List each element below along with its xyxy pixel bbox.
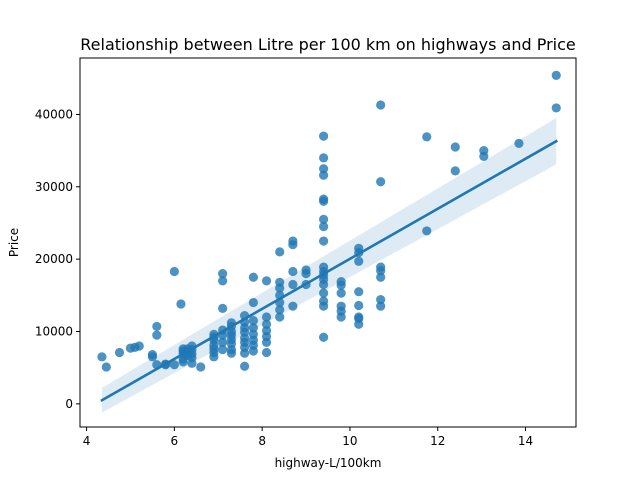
y-tick-label: 20000 [35, 252, 73, 266]
data-point [275, 247, 285, 257]
data-point [354, 243, 364, 253]
data-point [275, 312, 285, 322]
data-point [354, 312, 364, 322]
regression-line [100, 139, 559, 403]
y-tick-label: 10000 [35, 324, 73, 338]
data-point [354, 256, 364, 266]
data-point [248, 329, 258, 339]
data-point [450, 142, 460, 152]
y-tick-label: 0 [65, 397, 73, 411]
data-point [319, 153, 329, 163]
data-point [319, 170, 329, 180]
data-point [261, 347, 272, 358]
data-point [422, 226, 432, 236]
x-tick-label: 4 [83, 434, 91, 448]
x-tick-label: 6 [171, 434, 179, 448]
data-point [319, 214, 329, 224]
x-axis-ticks: 4 6 8 10 12 14 [83, 427, 533, 448]
y-axis-ticks: 0 10000 20000 30000 40000 [35, 107, 80, 411]
x-tick-label: 14 [518, 434, 533, 448]
data-point [218, 337, 228, 347]
data-point [261, 319, 272, 329]
data-point [196, 362, 206, 372]
data-point [261, 312, 272, 322]
data-point [176, 299, 186, 309]
data-point [101, 362, 111, 372]
data-point [479, 146, 489, 156]
data-point [319, 332, 329, 342]
data-point [169, 266, 179, 277]
axes-frame [79, 57, 577, 428]
data-point [248, 323, 258, 333]
plot-area [79, 57, 577, 428]
data-point [319, 296, 329, 306]
data-point [336, 276, 346, 287]
y-tick-label: 30000 [35, 180, 73, 194]
data-point [319, 131, 329, 141]
data-point [134, 341, 144, 351]
data-point [354, 300, 364, 311]
data-point [354, 287, 364, 297]
data-point [319, 288, 329, 298]
x-tick-label: 8 [258, 434, 266, 448]
data-point [422, 132, 432, 142]
data-point [376, 177, 386, 187]
data-point [319, 194, 329, 204]
data-point [218, 303, 228, 313]
data-point [376, 272, 386, 282]
data-point [551, 70, 561, 80]
data-point [336, 301, 346, 311]
data-point [218, 269, 228, 279]
data-point [319, 164, 329, 174]
x-tick-label: 12 [430, 434, 445, 448]
data-point [319, 221, 329, 232]
data-point [114, 347, 125, 358]
data-point [261, 326, 272, 336]
data-point [248, 297, 258, 308]
y-axis-label: Price [7, 228, 21, 257]
data-point [261, 276, 272, 286]
data-point [376, 262, 386, 272]
data-points-layer [97, 70, 561, 372]
data-point [97, 352, 107, 362]
data-point [376, 301, 386, 311]
data-point [275, 277, 285, 287]
x-axis-label: highway-L/100km [275, 456, 382, 470]
data-point [275, 305, 285, 315]
data-point [319, 236, 329, 246]
chart-title: Relationship between Litre per 100 km on… [80, 35, 576, 54]
data-point [319, 262, 329, 272]
data-point [169, 360, 179, 370]
data-point [376, 295, 386, 305]
data-point [248, 272, 258, 282]
data-point [288, 301, 298, 311]
data-point [152, 330, 162, 340]
data-point [376, 100, 386, 110]
data-point [288, 279, 298, 290]
data-point [147, 350, 158, 360]
regression-line-layer [100, 139, 559, 403]
data-point [218, 344, 228, 355]
data-point [301, 265, 311, 275]
data-point [240, 361, 250, 371]
x-tick-label: 10 [342, 434, 357, 448]
data-point [514, 138, 524, 148]
data-point [450, 166, 460, 176]
data-point [218, 276, 228, 286]
data-point [551, 103, 561, 113]
data-point [288, 266, 298, 277]
y-tick-label: 40000 [35, 107, 73, 121]
data-point [336, 288, 346, 298]
data-point [248, 316, 258, 326]
data-point [152, 321, 162, 332]
data-point [288, 236, 298, 246]
